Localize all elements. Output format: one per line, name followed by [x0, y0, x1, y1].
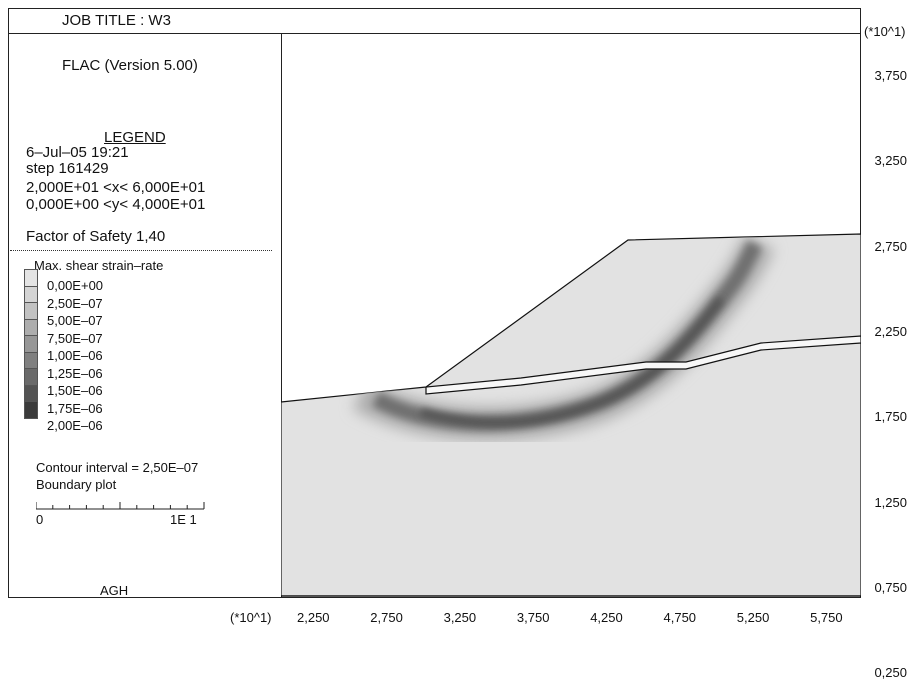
- y-tick-label: 0,750: [874, 579, 907, 595]
- x-tick-label: 2,250: [297, 610, 330, 625]
- colorbar-swatch: [24, 318, 38, 336]
- colorbar-swatch: [24, 368, 38, 386]
- x-tick-label: 2,750: [370, 610, 403, 625]
- scale-min: 0: [36, 512, 44, 527]
- x-multiplier: (*10^1): [230, 610, 272, 625]
- org-label: AGH: [100, 583, 129, 598]
- date-time: 6–Jul–05 19:21: [26, 144, 129, 161]
- step-count: step 161429: [26, 160, 109, 177]
- scale-max: 1E 1: [170, 512, 197, 527]
- y-multiplier: (*10^1): [864, 24, 906, 39]
- contour-interval: Contour interval = 2,50E–07: [36, 460, 199, 475]
- legend-divider: [10, 250, 272, 251]
- contour-level-label: 2,00E–06: [47, 418, 103, 433]
- contour-level-label: 1,75E–06: [47, 400, 103, 416]
- x-tick-label: 3,250: [443, 610, 477, 625]
- y-tick-label: 3,750: [874, 68, 907, 83]
- boundary-plot-label: Boundary plot: [36, 477, 117, 492]
- contour-level-label: 1,25E–06: [47, 365, 103, 381]
- contour-colorbar: [24, 269, 38, 419]
- job-title: JOB TITLE : W3: [62, 12, 171, 29]
- contour-level-label: 7,50E–07: [47, 330, 103, 346]
- weak-layer: [425, 335, 861, 395]
- contour-level-label: 0,00E+00: [47, 278, 104, 293]
- colorbar-swatch: [24, 401, 38, 419]
- contour-level-label: 2,50E–07: [47, 295, 103, 311]
- x-tick-label: 3,750: [516, 610, 550, 625]
- contour-level-label: 1,50E–06: [47, 383, 103, 398]
- colorbar-swatch: [24, 384, 38, 402]
- x-tick-label: 5,750: [810, 610, 843, 625]
- legend-title: LEGEND: [104, 129, 166, 146]
- colorbar-swatch: [24, 269, 38, 287]
- slope-model-plot: [281, 233, 861, 597]
- y-range: 0,000E+00 <y< 4,000E+01: [26, 196, 206, 213]
- scale-bar: [36, 502, 205, 510]
- factor-of-safety: Factor of Safety 1,40: [26, 228, 166, 245]
- y-tick-label: 0,250: [874, 665, 907, 680]
- y-tick-label: 2,750: [874, 238, 907, 254]
- colorbar-swatch: [24, 335, 38, 353]
- y-tick-label: 1,750: [874, 409, 907, 425]
- x-range: 2,000E+01 <x< 6,000E+01: [26, 179, 206, 196]
- contour-level-label: 5,00E–07: [47, 313, 103, 328]
- shear-band: [352, 234, 775, 441]
- contour-level-label: 1,00E–06: [47, 348, 103, 363]
- x-tick-label: 4,750: [663, 610, 697, 625]
- colorbar-swatch: [24, 302, 38, 320]
- y-tick-label: 3,250: [874, 153, 907, 169]
- colorbar-swatch: [24, 285, 38, 303]
- legend-panel: [8, 8, 281, 598]
- y-tick-label: 1,250: [874, 494, 907, 510]
- program-version: FLAC (Version 5.00): [62, 57, 198, 74]
- contour-title: Max. shear strain–rate: [34, 258, 164, 273]
- y-tick-label: 2,250: [874, 323, 907, 339]
- colorbar-swatch: [24, 351, 38, 369]
- x-tick-label: 5,250: [736, 610, 770, 625]
- x-tick-label: 4,250: [590, 610, 623, 625]
